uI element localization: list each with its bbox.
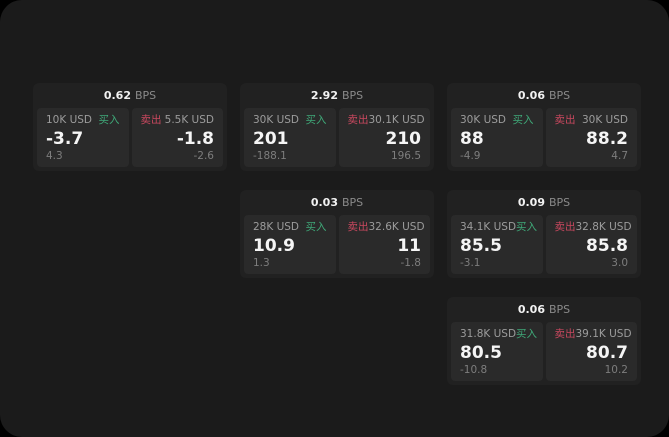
sell-panel[interactable]: 卖出 32.6K USD 11 -1.8 <box>338 215 430 274</box>
sell-label: 卖出 <box>554 221 576 233</box>
buy-sub-value: -10.8 <box>460 363 488 376</box>
quote-card: 0.03 BPS 28K USD 买入 10.9 1.3 卖出 32.6K US… <box>240 190 434 278</box>
buy-label: 买入 <box>516 221 538 233</box>
buy-panel[interactable]: 30K USD 买入 88 -4.9 <box>451 108 543 167</box>
sell-label: 卖出 <box>347 221 369 233</box>
bps-value: 0.62 <box>103 89 131 102</box>
sell-size: 32.6K USD <box>368 221 425 233</box>
sell-label: 卖出 <box>554 328 576 340</box>
price-panels: 10K USD 买入 -3.7 4.3 卖出 5.5K USD -1.8 -2.… <box>33 108 227 171</box>
bps-unit: BPS <box>548 196 571 209</box>
quote-card: 0.62 BPS 10K USD 买入 -3.7 4.3 卖出 5.5K USD <box>33 83 227 171</box>
sell-price: 210 <box>385 128 422 149</box>
bps-unit: BPS <box>134 89 157 102</box>
sell-label: 卖出 <box>140 114 162 126</box>
sell-label: 卖出 <box>554 114 576 126</box>
card-header: 0.62 BPS <box>33 83 227 108</box>
bps-unit: BPS <box>548 89 571 102</box>
buy-panel[interactable]: 10K USD 买入 -3.7 4.3 <box>37 108 129 167</box>
bps-value: 0.06 <box>517 303 545 316</box>
sell-size: 30K USD <box>581 114 628 126</box>
buy-price: 85.5 <box>460 235 502 256</box>
bps-unit: BPS <box>548 303 571 316</box>
buy-size: 31.8K USD <box>460 328 517 340</box>
buy-sub-value: -3.1 <box>460 256 481 269</box>
sell-panel[interactable]: 卖出 30K USD 88.2 4.7 <box>545 108 637 167</box>
buy-panel[interactable]: 34.1K USD 买入 85.5 -3.1 <box>451 215 543 274</box>
quote-card: 0.09 BPS 34.1K USD 买入 85.5 -3.1 卖出 32.8K… <box>447 190 641 278</box>
sell-panel[interactable]: 卖出 5.5K USD -1.8 -2.6 <box>131 108 223 167</box>
sell-sub-value: -2.6 <box>193 149 215 162</box>
sell-size: 30.1K USD <box>368 114 425 126</box>
buy-label: 买入 <box>305 221 327 233</box>
bps-value: 2.92 <box>310 89 338 102</box>
quote-cards-grid: 0.62 BPS 10K USD 买入 -3.7 4.3 卖出 5.5K USD <box>33 83 641 385</box>
buy-price: 80.5 <box>460 342 502 363</box>
buy-panel[interactable]: 31.8K USD 买入 80.5 -10.8 <box>451 322 543 381</box>
sell-price: 11 <box>397 235 421 256</box>
bps-value: 0.03 <box>310 196 338 209</box>
buy-size: 10K USD <box>46 114 93 126</box>
buy-label: 买入 <box>512 114 534 126</box>
sell-size: 39.1K USD <box>575 328 632 340</box>
price-panels: 28K USD 买入 10.9 1.3 卖出 32.6K USD 11 -1.8 <box>240 215 434 278</box>
sell-sub-value: 10.2 <box>604 363 628 376</box>
buy-panel[interactable]: 28K USD 买入 10.9 1.3 <box>244 215 336 274</box>
sell-sub-value: 3.0 <box>611 256 628 269</box>
sell-panel[interactable]: 卖出 30.1K USD 210 196.5 <box>338 108 430 167</box>
buy-price: 10.9 <box>253 235 295 256</box>
bps-unit: BPS <box>341 196 364 209</box>
buy-price: 88 <box>460 128 484 149</box>
bps-value: 0.06 <box>517 89 545 102</box>
buy-sub-value: 4.3 <box>46 149 63 162</box>
buy-label: 买入 <box>516 328 538 340</box>
sell-panel[interactable]: 卖出 39.1K USD 80.7 10.2 <box>545 322 637 381</box>
quote-card: 2.92 BPS 30K USD 买入 201 -188.1 卖出 30.1K … <box>240 83 434 171</box>
sell-panel[interactable]: 卖出 32.8K USD 85.8 3.0 <box>545 215 637 274</box>
quote-card: 0.06 BPS 31.8K USD 买入 80.5 -10.8 卖出 39.1… <box>447 297 641 385</box>
buy-price: 201 <box>253 128 289 149</box>
sell-sub-value: 196.5 <box>390 149 421 162</box>
buy-size: 34.1K USD <box>460 221 517 233</box>
card-header: 0.09 BPS <box>447 190 641 215</box>
buy-price: -3.7 <box>46 128 84 149</box>
buy-label: 买入 <box>305 114 327 126</box>
quote-card: 0.06 BPS 30K USD 买入 88 -4.9 卖出 30K USD <box>447 83 641 171</box>
sell-size: 32.8K USD <box>575 221 632 233</box>
price-panels: 30K USD 买入 88 -4.9 卖出 30K USD 88.2 4.7 <box>447 108 641 171</box>
buy-label: 买入 <box>98 114 120 126</box>
buy-sub-value: 1.3 <box>253 256 270 269</box>
sell-price: 85.8 <box>586 235 628 256</box>
card-header: 0.06 BPS <box>447 297 641 322</box>
card-header: 2.92 BPS <box>240 83 434 108</box>
sell-size: 5.5K USD <box>164 114 214 126</box>
price-panels: 30K USD 买入 201 -188.1 卖出 30.1K USD 210 1… <box>240 108 434 171</box>
sell-price: 80.7 <box>586 342 628 363</box>
buy-sub-value: -4.9 <box>460 149 481 162</box>
buy-size: 28K USD <box>253 221 300 233</box>
price-panels: 31.8K USD 买入 80.5 -10.8 卖出 39.1K USD 80.… <box>447 322 641 385</box>
sell-sub-value: -1.8 <box>400 256 422 269</box>
sell-price: 88.2 <box>586 128 628 149</box>
price-panels: 34.1K USD 买入 85.5 -3.1 卖出 32.8K USD 85.8… <box>447 215 641 278</box>
sell-sub-value: 4.7 <box>611 149 628 162</box>
card-header: 0.06 BPS <box>447 83 641 108</box>
bps-value: 0.09 <box>517 196 545 209</box>
buy-sub-value: -188.1 <box>253 149 287 162</box>
sell-label: 卖出 <box>347 114 369 126</box>
card-header: 0.03 BPS <box>240 190 434 215</box>
buy-panel[interactable]: 30K USD 买入 201 -188.1 <box>244 108 336 167</box>
bps-unit: BPS <box>341 89 364 102</box>
sell-price: -1.8 <box>176 128 214 149</box>
buy-size: 30K USD <box>253 114 300 126</box>
buy-size: 30K USD <box>460 114 507 126</box>
